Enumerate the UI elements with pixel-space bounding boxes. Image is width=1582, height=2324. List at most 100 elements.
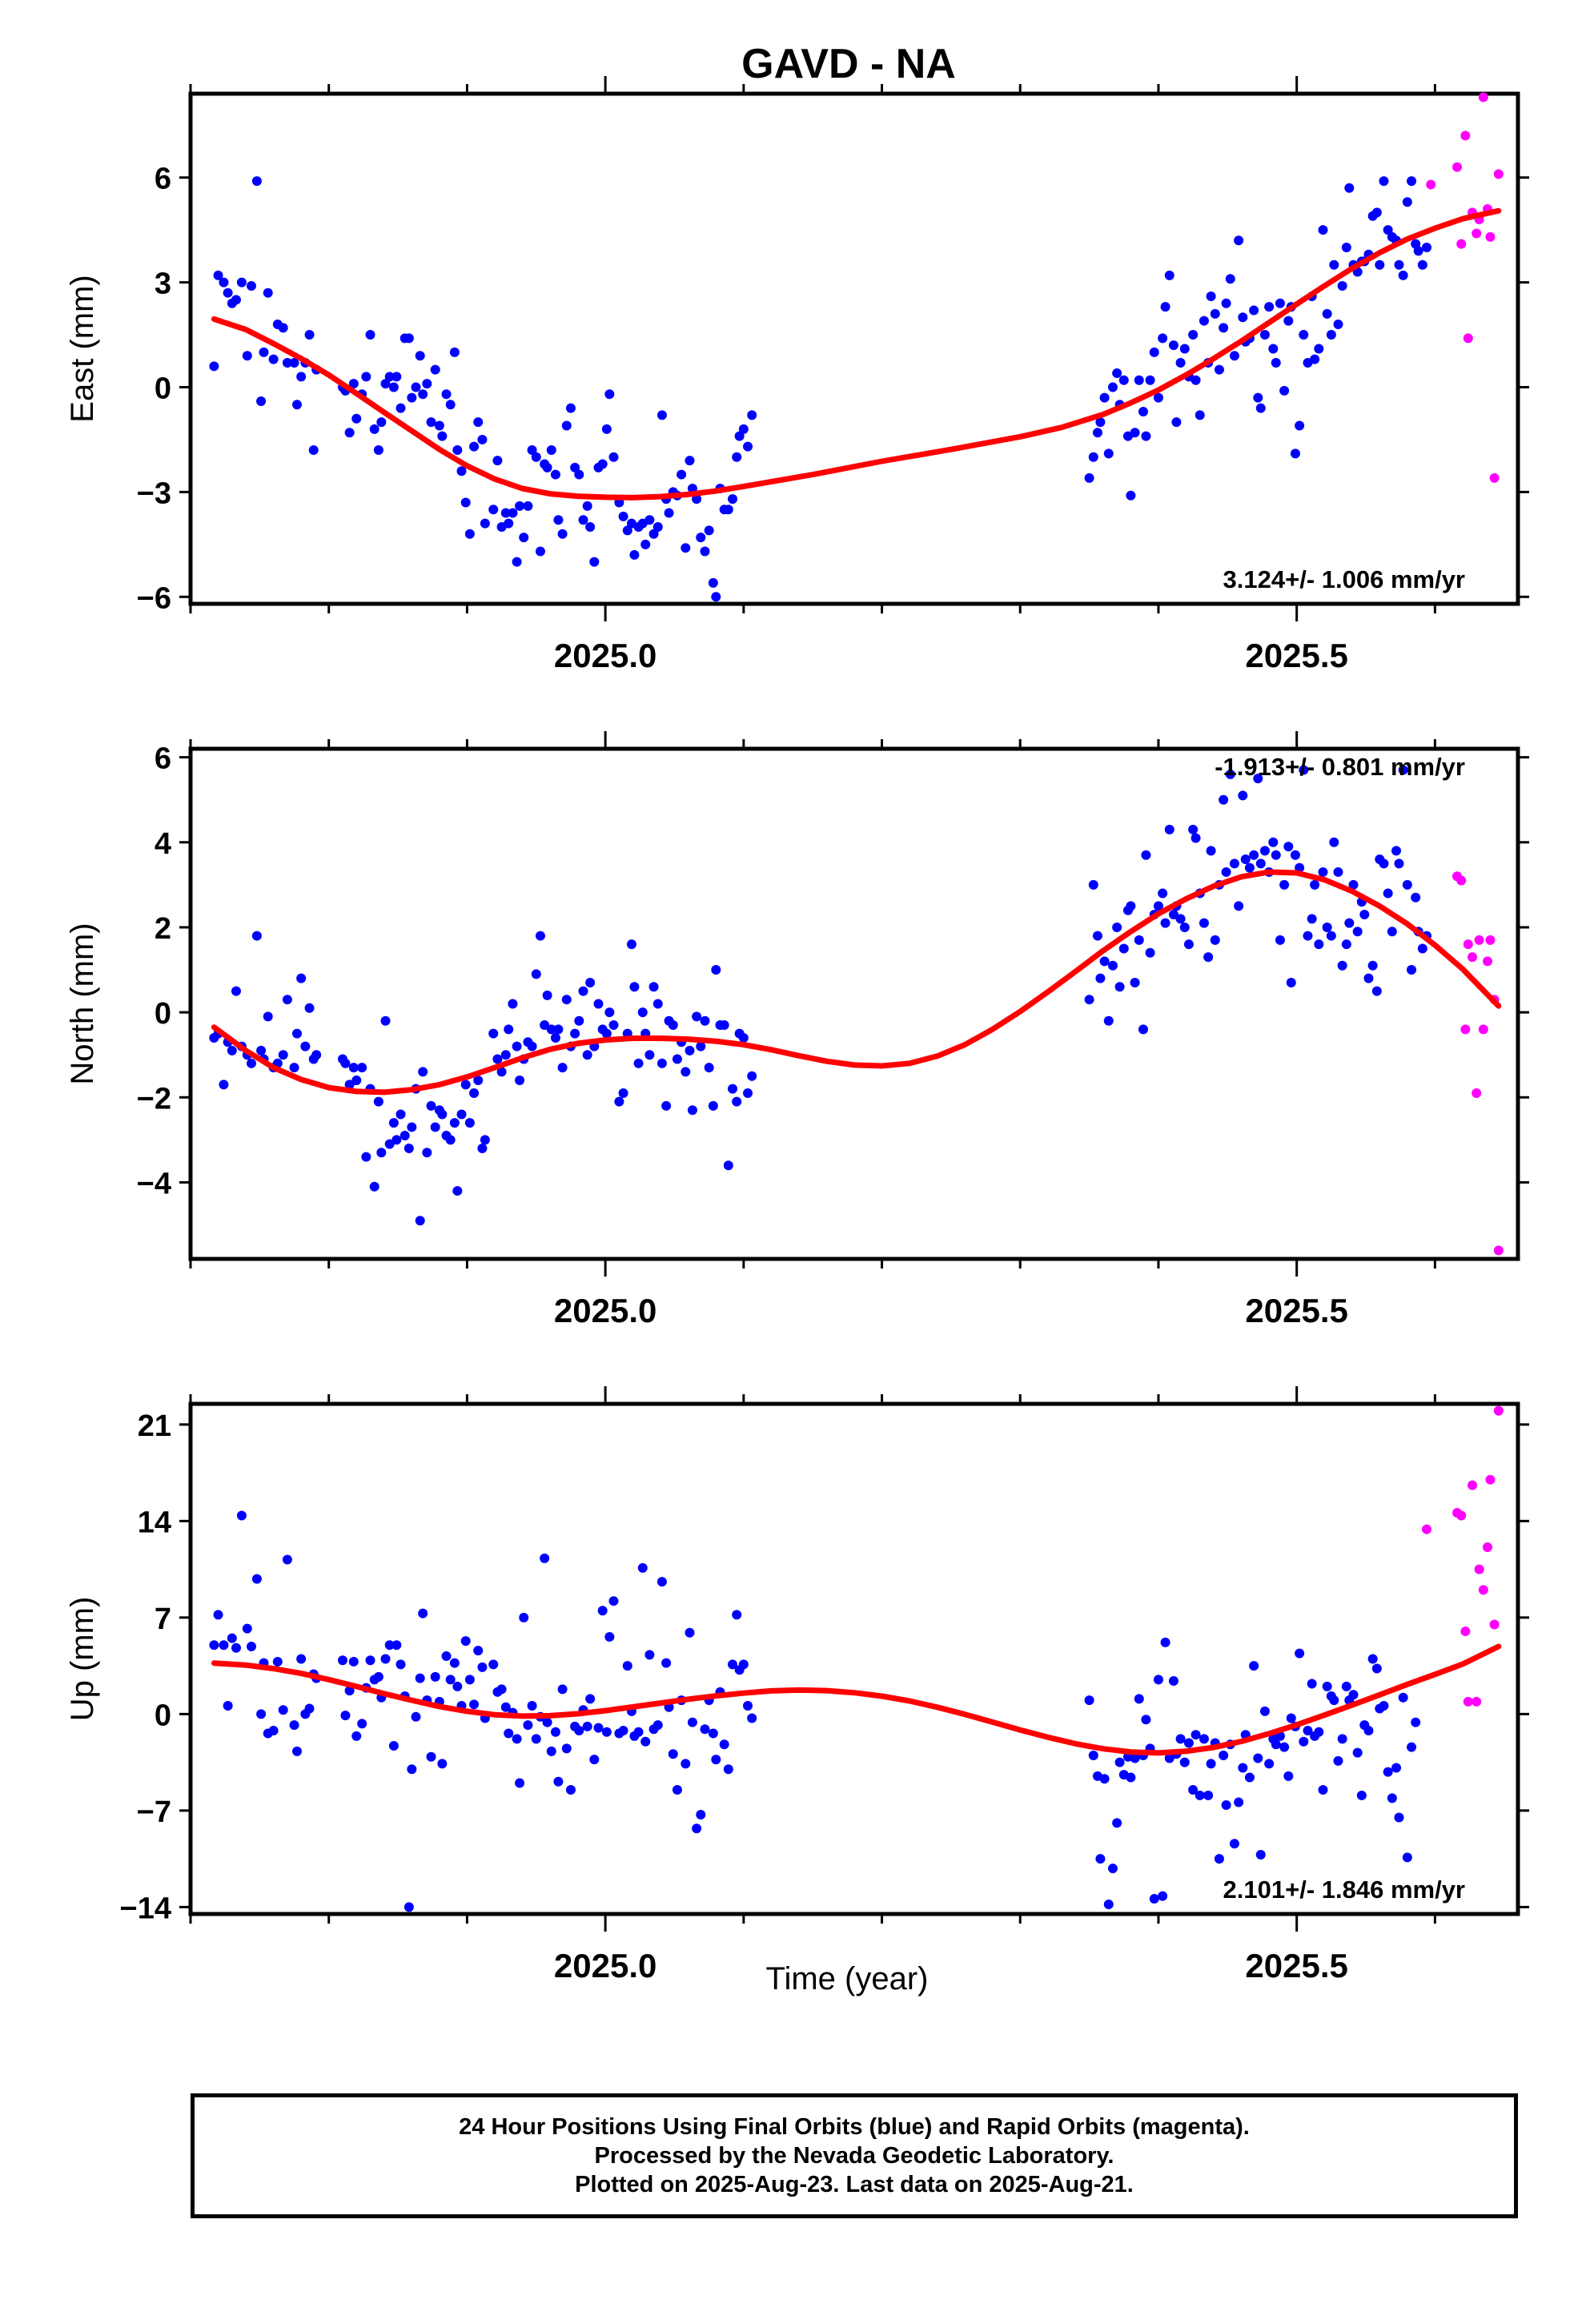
east-final-point <box>500 508 511 518</box>
east-final-point <box>445 400 456 410</box>
north-final-point <box>369 1181 379 1192</box>
east-final-point <box>523 501 533 511</box>
north-final-point <box>1126 901 1136 911</box>
east-final-point <box>464 529 475 539</box>
up-plot-frame <box>188 1401 1520 1916</box>
north-final-point <box>1379 858 1389 869</box>
north-final-point <box>708 1100 718 1111</box>
east-final-point <box>289 357 299 368</box>
east-final-point <box>1394 259 1404 270</box>
up-final-point <box>411 1711 421 1722</box>
east-final-point <box>384 372 395 382</box>
north-final-point <box>1259 846 1270 856</box>
east-final-point <box>452 445 463 456</box>
east-final-point <box>531 452 541 462</box>
north-final-point <box>456 1109 467 1120</box>
up-final-point <box>1084 1695 1094 1706</box>
north-final-point <box>550 1032 560 1043</box>
east-final-point <box>1171 417 1182 428</box>
east-final-point <box>242 351 252 361</box>
north-final-point <box>304 1003 315 1013</box>
north-final-point <box>492 1054 503 1064</box>
north-rapid-point <box>1483 956 1493 967</box>
east-final-point <box>512 557 522 567</box>
north-final-point <box>1359 910 1370 920</box>
up-final-point <box>272 1656 283 1667</box>
north-final-point <box>1329 837 1339 847</box>
up-xtick-label: 2025.0 <box>554 1947 656 1984</box>
north-final-point <box>644 1050 655 1060</box>
up-final-point <box>512 1734 522 1744</box>
up-final-point <box>437 1759 448 1769</box>
north-final-point <box>488 1028 499 1039</box>
north-final-point <box>361 1152 371 1162</box>
up-final-point <box>708 1728 718 1739</box>
up-final-point <box>1168 1676 1178 1687</box>
footnote-line-1: 24 Hour Positions Using Final Orbits (bl… <box>459 2114 1250 2140</box>
north-final-point <box>719 1020 729 1031</box>
up-final-point <box>1341 1681 1351 1691</box>
north-final-point <box>311 1050 322 1060</box>
east-final-point <box>527 445 537 456</box>
east-final-point <box>282 357 292 368</box>
east-final-point <box>1238 312 1248 323</box>
east-final-point <box>557 529 568 539</box>
up-rapid-point <box>1460 1626 1471 1637</box>
up-final-point <box>1249 1661 1259 1671</box>
north-rapid-point <box>1463 939 1473 950</box>
up-final-point <box>407 1764 417 1775</box>
north-final-point <box>1326 931 1336 941</box>
north-final-point <box>1367 960 1378 971</box>
east-final-point <box>723 505 733 515</box>
up-final-point <box>1099 1774 1110 1784</box>
up-rapid-point <box>1463 1696 1473 1707</box>
north-final-point <box>388 1118 399 1128</box>
north-final-point <box>535 931 545 941</box>
north-final-point <box>1183 939 1194 950</box>
north-final-point <box>1238 790 1248 801</box>
east-final-point <box>1422 242 1432 252</box>
up-final-point <box>637 1562 648 1573</box>
east-final-point <box>1259 330 1270 340</box>
north-final-point <box>296 973 307 983</box>
east-final-point <box>685 456 695 466</box>
north-ytick-label: 2 <box>155 912 171 946</box>
north-rate-label: -1.913+/- 0.801 mm/yr <box>1215 753 1465 781</box>
up-final-point <box>496 1684 507 1695</box>
up-final-point <box>460 1636 471 1647</box>
east-final-point <box>1149 347 1159 357</box>
north-final-point <box>400 1131 410 1141</box>
north-final-point <box>1310 879 1320 890</box>
up-final-point <box>391 1640 402 1651</box>
north-final-point <box>1352 927 1363 937</box>
up-rapid-point <box>1485 1474 1496 1485</box>
footnote-line-2: Processed by the Nevada Geodetic Laborat… <box>594 2143 1114 2169</box>
up-final-point <box>685 1627 695 1638</box>
east-rapid-point <box>1460 131 1471 141</box>
north-final-point <box>747 1071 757 1081</box>
up-final-point <box>608 1596 619 1606</box>
up-final-point <box>668 1749 678 1759</box>
up-final-point <box>723 1764 733 1775</box>
north-final-point <box>1103 1015 1114 1026</box>
east-final-point <box>565 403 576 413</box>
up-final-point <box>1371 1663 1382 1674</box>
north-final-point <box>1203 952 1214 963</box>
up-final-point <box>291 1746 302 1756</box>
up-final-point <box>1130 1753 1140 1763</box>
east-final-point <box>473 417 484 428</box>
north-final-point <box>282 995 292 1005</box>
up-final-point <box>357 1719 367 1729</box>
north-final-point <box>1164 824 1174 834</box>
east-final-point <box>1268 344 1279 354</box>
up-fit-curve <box>211 1643 1502 1756</box>
up-final-point <box>396 1659 406 1670</box>
north-rapid-point <box>1472 1088 1482 1098</box>
north-final-point <box>1130 977 1140 987</box>
north-final-point <box>738 1032 749 1043</box>
up-rapid-point <box>1483 1542 1493 1553</box>
east-final-point <box>732 452 742 462</box>
north-final-point <box>1206 846 1216 856</box>
east-final-point <box>574 469 584 480</box>
north-final-point <box>618 1088 628 1098</box>
